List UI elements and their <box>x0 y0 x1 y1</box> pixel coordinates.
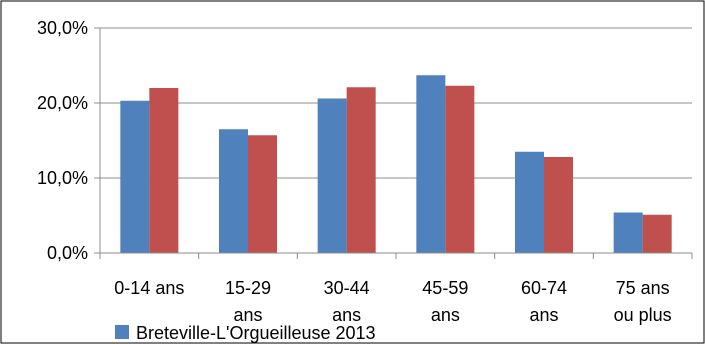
legend-swatch <box>115 325 129 339</box>
x-tick-label: 45-59 <box>422 278 468 298</box>
x-tick-label: 30-44 <box>324 278 370 298</box>
x-tick-label: ou plus <box>614 305 672 325</box>
y-tick-label: 10,0% <box>37 168 88 188</box>
legend: Breteville-L'Orgueilleuse 2013 <box>115 323 376 343</box>
legend-label: Breteville-L'Orgueilleuse 2013 <box>136 323 376 343</box>
y-axis: 0,0% 10,0% 20,0% 30,0% <box>37 18 101 263</box>
bar-series-1 <box>416 75 446 253</box>
x-tick-label: 0-14 ans <box>114 278 184 298</box>
bar-series-1 <box>317 98 347 253</box>
bar-series-2 <box>248 135 277 253</box>
bar-series-2 <box>544 157 573 253</box>
bar-series-1 <box>120 100 150 253</box>
bar-series-2 <box>149 88 179 253</box>
y-tick-label: 0,0% <box>47 243 88 263</box>
bar-series-1 <box>515 151 544 253</box>
x-tick-label: 75 ans <box>616 278 670 298</box>
bars-layer <box>120 75 672 253</box>
x-tick-label: ans <box>233 305 262 325</box>
bar-series-2 <box>346 87 376 253</box>
x-tick-label: 60-74 <box>521 278 567 298</box>
y-tick-label: 30,0% <box>37 18 88 38</box>
bar-series-1 <box>613 212 643 253</box>
x-tick-label: ans <box>332 305 361 325</box>
x-tick-label: ans <box>431 305 460 325</box>
x-tick-label: ans <box>529 305 558 325</box>
bar-series-2 <box>445 85 475 253</box>
x-tick-label: 15-29 <box>225 278 271 298</box>
y-tick-label: 20,0% <box>37 93 88 113</box>
bar-series-1 <box>219 129 248 253</box>
x-axis: 0-14 ans 15-29 ans 30-44 ans 45-59 ans 60-74 ans… <box>99 252 693 325</box>
bar-series-2 <box>642 214 672 253</box>
